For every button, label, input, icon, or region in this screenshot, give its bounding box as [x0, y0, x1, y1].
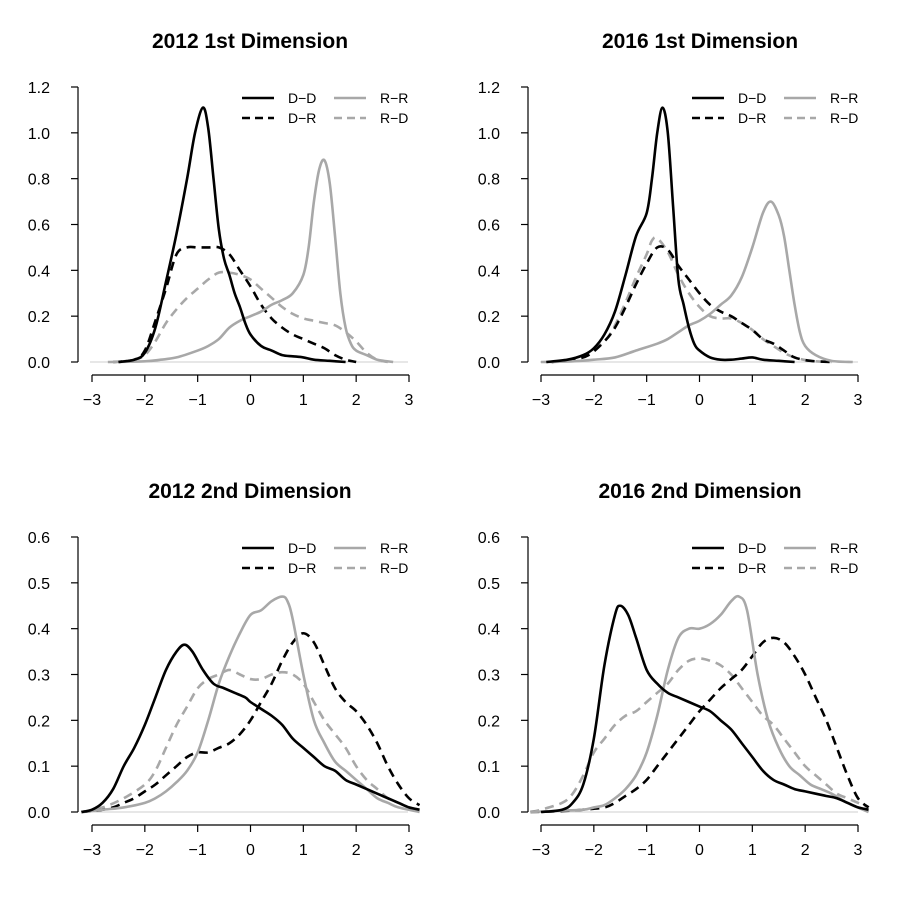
chart-title: 2012 1st Dimension	[152, 30, 348, 53]
y-tick-label: 0.4	[478, 622, 500, 639]
y-tick-label: 0.2	[28, 309, 50, 326]
y-tick-label: 1.0	[478, 126, 500, 143]
y-tick-label: 0.6	[28, 530, 50, 547]
y-tick-label: 0.2	[478, 309, 500, 326]
legend: D−D D−R R−R R−D	[242, 540, 408, 576]
x-tick-label: −2	[585, 842, 603, 859]
chart-title: 2016 2nd Dimension	[598, 480, 801, 503]
x-tick-label: −1	[189, 842, 207, 859]
x-tick-label: −1	[638, 392, 656, 409]
x-tick-label: −2	[136, 392, 154, 409]
legend: D−D D−R R−R R−D	[692, 540, 858, 576]
y-tick-label: 0.8	[478, 172, 500, 189]
legend: D−D D−R R−R R−D	[242, 90, 408, 126]
legend: D−D D−R R−R R−D	[692, 90, 858, 126]
chart-title: 2012 2nd Dimension	[148, 480, 351, 503]
y-tick-label: 0.4	[28, 263, 50, 280]
series-line-dr	[530, 636, 870, 814]
y-tick-label: 0.0	[28, 805, 50, 822]
series-line-rr	[107, 158, 394, 364]
x-tick-label: 0	[246, 842, 255, 859]
x-tick-label: 2	[352, 392, 361, 409]
legend-label: D−R	[288, 110, 316, 126]
x-tick-label: −3	[83, 842, 101, 859]
y-tick-label: 1.2	[28, 80, 50, 97]
x-tick-label: 1	[299, 842, 308, 859]
series-line-dd	[81, 643, 420, 814]
x-tick-label: −2	[585, 392, 603, 409]
y-tick-label: 0.2	[478, 713, 500, 730]
x-tick-label: 0	[246, 392, 255, 409]
series-line-rr	[540, 200, 853, 364]
legend-label: R−D	[830, 110, 858, 126]
y-tick-label: 1.0	[28, 126, 50, 143]
legend-label: R−R	[380, 90, 408, 106]
y-tick-label: 0.8	[28, 172, 50, 189]
y-tick-label: 0.4	[28, 622, 50, 639]
x-tick-label: −1	[638, 842, 656, 859]
legend-label: R−D	[380, 560, 408, 576]
x-tick-label: −3	[532, 842, 550, 859]
panel-2016-dim1: 2016 1st Dimension 0.0 0.2 0.4 0.6 0.8 1.0 1.2…	[478, 30, 863, 409]
y-tick-label: 0.0	[28, 355, 50, 372]
x-tick-label: 2	[352, 842, 361, 859]
series-line-dd	[546, 106, 795, 364]
series-line-rd	[551, 236, 832, 364]
y-tick-label: 1.2	[478, 80, 500, 97]
y-tick-label: 0.0	[478, 355, 500, 372]
series-line-dr	[81, 631, 420, 814]
series-line-rd	[530, 657, 870, 814]
y-tick-label: 0.6	[478, 218, 500, 235]
legend-label: D−D	[738, 90, 766, 106]
x-tick-label: 1	[748, 842, 757, 859]
x-tick-label: 2	[801, 842, 810, 859]
x-tick-label: −2	[136, 842, 154, 859]
series-line-rr	[530, 594, 870, 814]
x-tick-label: 2	[801, 392, 810, 409]
x-tick-label: 3	[405, 392, 414, 409]
y-tick-label: 0.3	[478, 668, 500, 685]
series-line-rd	[118, 270, 389, 364]
legend-label: R−R	[830, 90, 858, 106]
legend-label: R−D	[830, 560, 858, 576]
y-tick-label: 0.6	[478, 530, 500, 547]
x-tick-label: −3	[532, 392, 550, 409]
y-tick-label: 0.3	[28, 668, 50, 685]
panel-2012-dim1: 2012 1st Dimension 0.0 0.2 0.4 0.6 0.8 1.0 1.2…	[28, 30, 414, 409]
x-tick-label: 3	[854, 842, 863, 859]
y-tick-label: 0.2	[28, 713, 50, 730]
series-line-dd	[118, 106, 346, 364]
legend-label: D−R	[738, 110, 766, 126]
legend-label: R−D	[380, 110, 408, 126]
y-tick-label: 0.5	[28, 576, 50, 593]
x-tick-label: 0	[695, 392, 704, 409]
legend-label: D−R	[738, 560, 766, 576]
y-tick-label: 0.5	[478, 576, 500, 593]
x-tick-label: 0	[695, 842, 704, 859]
y-tick-label: 0.4	[478, 263, 500, 280]
y-tick-label: 0.1	[28, 759, 50, 776]
y-tick-label: 0.6	[28, 218, 50, 235]
legend-label: R−R	[380, 540, 408, 556]
panel-2012-dim2: 2012 2nd Dimension 0.0 0.1 0.2 0.3 0.4 0.5 0.6…	[28, 480, 420, 859]
x-tick-label: 1	[299, 392, 308, 409]
x-tick-label: −1	[189, 392, 207, 409]
series-line-dd	[540, 604, 869, 814]
x-tick-label: 1	[748, 392, 757, 409]
panel-2016-dim2: 2016 2nd Dimension 0.0 0.1 0.2 0.3 0.4 0.5 0.6…	[478, 480, 870, 859]
legend-label: D−D	[738, 540, 766, 556]
series-line-rr	[81, 595, 420, 814]
series-line-rd	[81, 668, 420, 814]
y-tick-label: 0.1	[478, 759, 500, 776]
x-tick-label: 3	[854, 392, 863, 409]
legend-label: D−R	[288, 560, 316, 576]
y-tick-label: 0.0	[478, 805, 500, 822]
x-tick-label: 3	[405, 842, 414, 859]
x-tick-label: −3	[83, 392, 101, 409]
chart-title: 2016 1st Dimension	[602, 30, 798, 53]
legend-label: R−R	[830, 540, 858, 556]
legend-label: D−D	[288, 540, 316, 556]
legend-label: D−D	[288, 90, 316, 106]
